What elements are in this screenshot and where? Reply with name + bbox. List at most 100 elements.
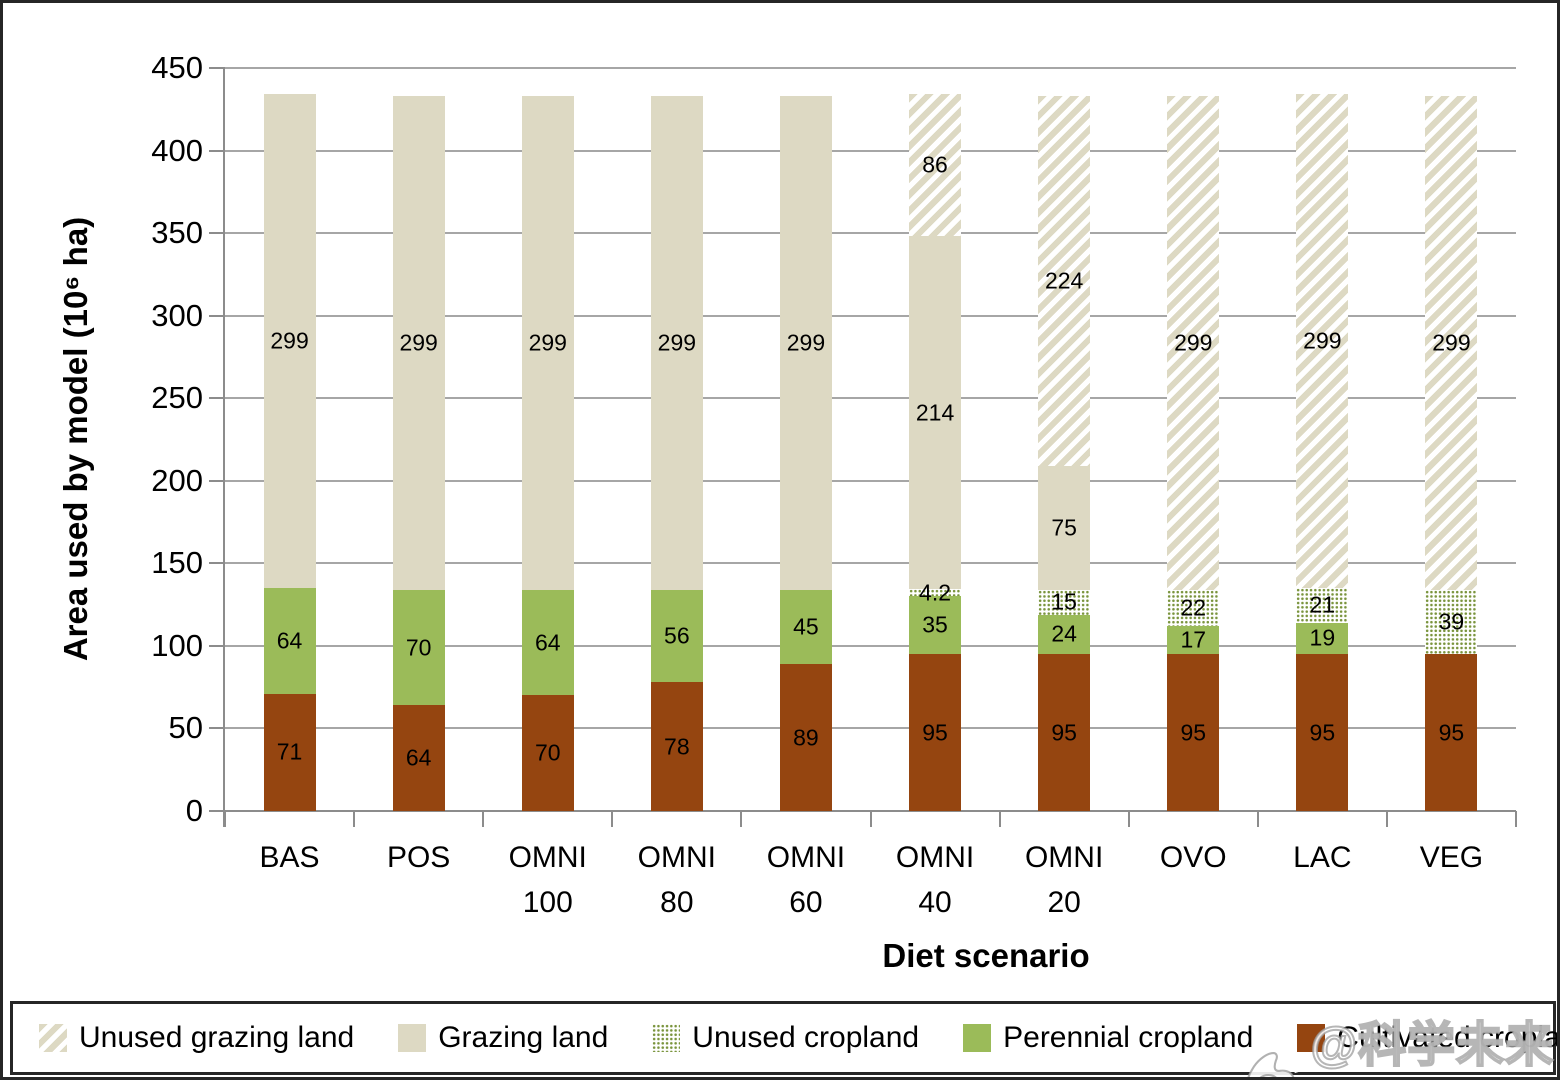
legend-item: Unused cropland [652, 1021, 919, 1055]
bar-segment-cultivated [393, 705, 445, 811]
bar-segment-perennial [1167, 626, 1219, 654]
category-label: POS [386, 841, 451, 874]
bar-segment-grazing [780, 96, 832, 590]
y-tick [209, 727, 225, 730]
bar-segment-grazing [393, 96, 445, 590]
y-tick-label: 150 [151, 545, 203, 581]
y-tick-label: 200 [151, 462, 203, 498]
bar-segment-unused_grazing [1167, 96, 1219, 590]
y-tick-label: 450 [151, 50, 203, 85]
category-label: OVO [1159, 841, 1227, 874]
category-label: OMNI 100 [508, 841, 587, 919]
category-label: VEG [1419, 841, 1484, 874]
bar-segment-grazing [909, 236, 961, 589]
bar-segment-unused_cropland [1425, 590, 1477, 654]
bar-value-label: 70 [405, 634, 432, 661]
gridline [225, 644, 1516, 647]
legend-swatch-cultivated [1297, 1024, 1326, 1052]
legend-item: Perennial cropland [963, 1021, 1253, 1055]
bar-segment-perennial [651, 590, 703, 682]
category-label: OMNI 80 [637, 841, 716, 919]
x-tick [611, 811, 614, 827]
bar-segment-unused_grazing [1296, 94, 1348, 588]
bar-segment-unused_grazing [1425, 96, 1477, 590]
bar-segment-grazing [522, 96, 574, 590]
bar-value-label: 21 [1309, 591, 1336, 618]
x-tick [998, 811, 1001, 827]
x-tick [1515, 811, 1517, 827]
bar-value-label: 64 [276, 627, 303, 654]
y-tick [209, 479, 225, 482]
legend-label: Unused cropland [692, 1021, 920, 1054]
bar-value-label: 19 [1309, 624, 1336, 651]
bar-value-label: 15 [1051, 588, 1077, 615]
gridline [225, 232, 1516, 235]
legend-label: Cultivated cropland [1337, 1021, 1560, 1054]
bar-segment-cultivated [1425, 654, 1477, 811]
bar-value-label: 22 [1180, 594, 1207, 621]
category-label: LAC [1293, 841, 1352, 874]
bar-value-label: 78 [664, 733, 690, 760]
y-tick [209, 810, 225, 812]
bar-segment-perennial [522, 590, 574, 695]
gridline [225, 562, 1516, 565]
y-tick-label: 400 [151, 132, 203, 168]
bar-value-label: 299 [270, 327, 309, 354]
bar-segment-cultivated [1038, 654, 1090, 811]
y-tick-label: 250 [151, 380, 203, 416]
category-label: OMNI 20 [1024, 841, 1104, 919]
bar-segment-unused_grazing [909, 94, 961, 236]
bar-value-label: 299 [1174, 329, 1213, 356]
bar-value-label: 299 [657, 329, 697, 356]
bar-value-label: 35 [922, 611, 948, 638]
legend-item: Unused grazing land [39, 1021, 354, 1055]
legend-label: Perennial cropland [1003, 1021, 1254, 1054]
bar-segment-cultivated [1167, 654, 1219, 811]
legend-item: Grazing land [398, 1021, 608, 1055]
bar-value-label: 56 [664, 622, 690, 649]
legend-swatch-unused_grazing [39, 1024, 67, 1052]
bar-segment-grazing [264, 94, 316, 588]
legend-item: Cultivated cropland [1297, 1021, 1560, 1055]
gridline [225, 67, 1516, 69]
bar-value-label: 95 [922, 719, 948, 746]
bar-value-label: 214 [915, 399, 955, 426]
y-tick-label: 350 [151, 215, 203, 251]
bar-value-label: 4.2 [919, 579, 952, 606]
gridline [225, 727, 1516, 730]
bar-segment-grazing [651, 96, 703, 590]
bar-segment-cultivated [1296, 654, 1348, 811]
bar-value-label: 75 [1051, 514, 1077, 541]
bar-segment-cultivated [651, 682, 703, 811]
bar-segment-perennial [909, 596, 961, 654]
bar-segment-cultivated [264, 694, 316, 811]
x-tick [869, 811, 872, 827]
bar-value-label: 299 [1303, 327, 1342, 354]
bar-segment-cultivated [909, 654, 961, 811]
y-tick [209, 314, 225, 317]
bar-segment-perennial [1038, 615, 1090, 654]
y-tick-label: 300 [151, 297, 203, 333]
y-tick [209, 232, 225, 235]
bar-value-label: 86 [922, 151, 948, 178]
bar-segment-unused_cropland [1038, 590, 1090, 615]
bar-value-label: 45 [793, 613, 819, 640]
x-tick [1256, 811, 1259, 827]
category-label: OMNI 40 [895, 841, 975, 919]
bar-value-label: 24 [1051, 620, 1077, 647]
y-axis-line [223, 68, 225, 827]
legend-swatch-grazing [398, 1024, 427, 1052]
legend-swatch-unused_cropland [652, 1024, 681, 1052]
gridline [225, 479, 1516, 482]
x-tick [224, 811, 226, 827]
legend: Unused grazing land Grazing land Unused cr… [10, 1001, 1557, 1075]
plot-area: 0 50 100 150 200 250 300 350 400 450 71 64 299 BAS 64 7… [3, 3, 1557, 1077]
y-tick [209, 562, 225, 565]
bar-value-label: 64 [405, 744, 432, 771]
bar-segment-perennial [1296, 623, 1348, 654]
y-tick-label: 0 [185, 793, 203, 828]
bar-segment-unused_cropland [1167, 590, 1219, 626]
x-tick [1127, 811, 1130, 827]
bar-value-label: 71 [276, 738, 303, 765]
